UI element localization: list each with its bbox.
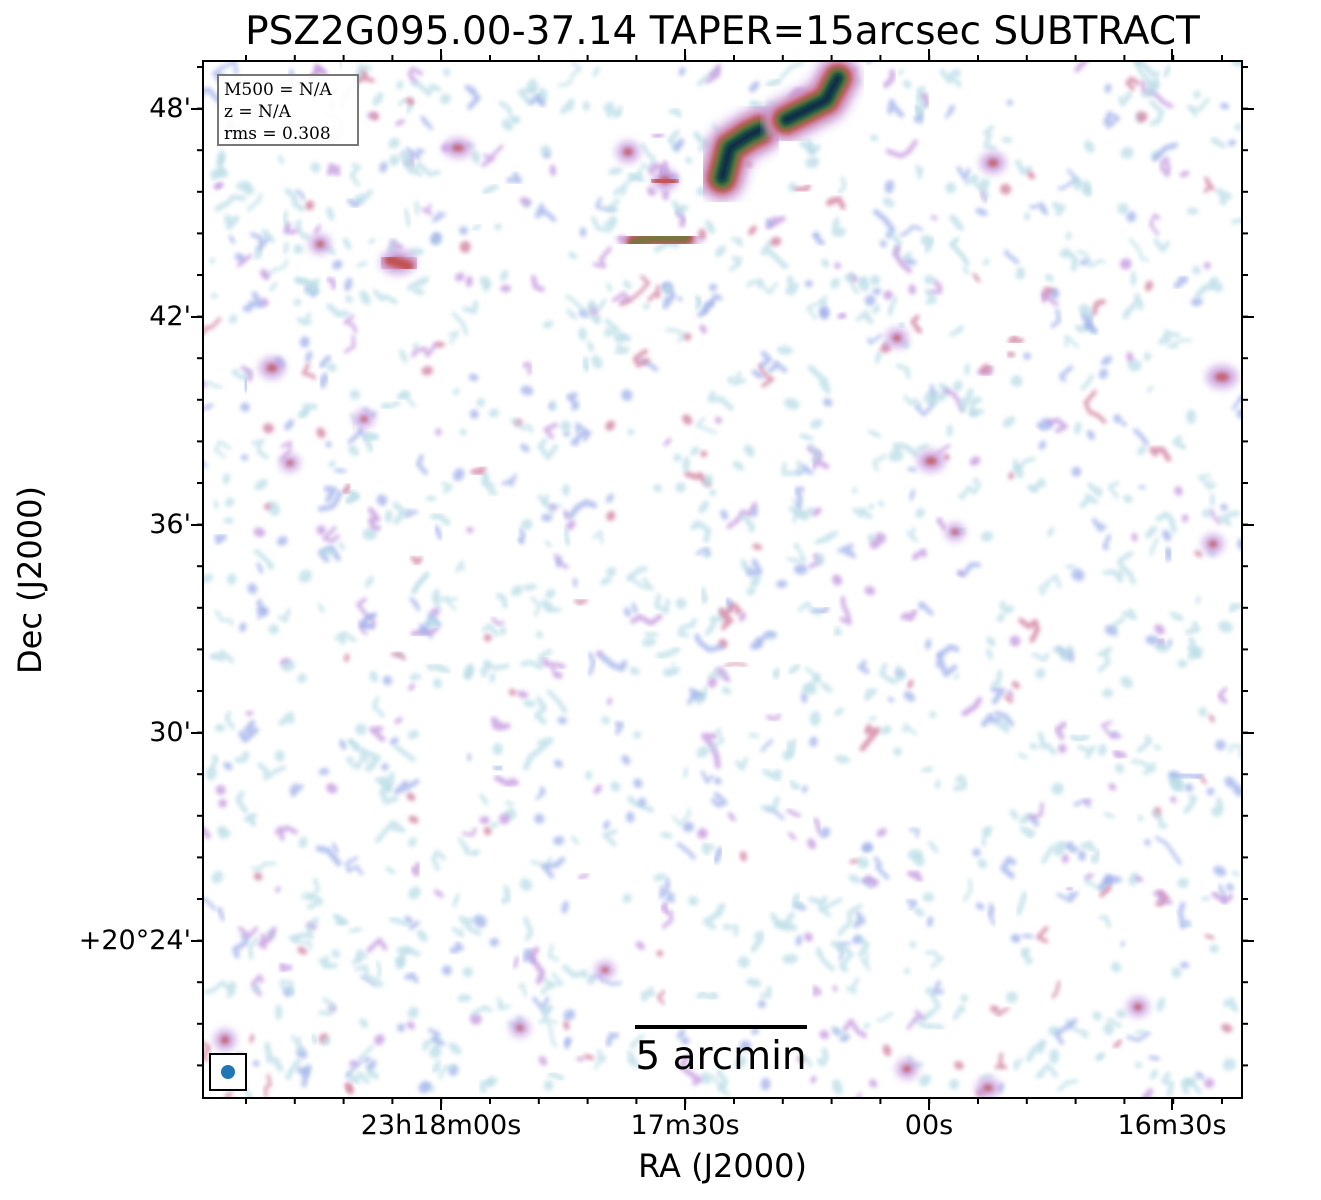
- rms-text: rms = 0.308: [224, 124, 331, 144]
- x-tick-label: 16m30s: [1117, 1110, 1227, 1141]
- x-tick-label: 23h18m00s: [360, 1110, 522, 1141]
- plot-frame: [202, 60, 1243, 1099]
- scalebar-label: 5 arcmin: [635, 1034, 807, 1079]
- noise-layer: [203, 61, 1242, 1098]
- source-layer: [378, 61, 860, 278]
- y-tick-label: +20°24': [78, 925, 191, 956]
- x-tick-label: 00s: [904, 1110, 954, 1141]
- x-tick-label: 17m30s: [630, 1110, 740, 1141]
- y-axis-label: Dec (J2000): [11, 486, 49, 674]
- y-tick-label: 30': [149, 717, 191, 748]
- y-tick-label: 36': [149, 509, 191, 540]
- beam-box: [209, 1053, 247, 1091]
- x-axis-label: RA (J2000): [638, 1147, 807, 1185]
- redshift-text: z = N/A: [224, 102, 291, 122]
- y-tick-label: 48': [149, 93, 191, 124]
- cluster-info-box: M500 = N/A z = N/A rms = 0.308: [217, 74, 359, 146]
- m500-text: M500 = N/A: [224, 80, 332, 100]
- figure-title: PSZ2G095.00-37.14 TAPER=15arcsec SUBTRAC…: [245, 9, 1200, 54]
- beam-ellipse-icon: [221, 1065, 235, 1079]
- y-tick-label: 42': [149, 301, 191, 332]
